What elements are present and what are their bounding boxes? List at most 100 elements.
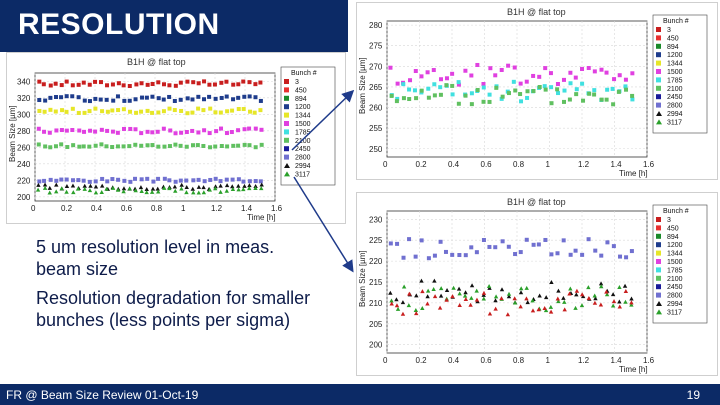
y-tick-label: 260	[17, 143, 31, 152]
data-point	[556, 299, 561, 304]
data-point	[242, 183, 247, 188]
data-point	[586, 237, 591, 242]
legend-box	[652, 204, 708, 324]
data-point	[190, 97, 195, 102]
data-point	[401, 82, 406, 87]
data-point	[88, 183, 93, 188]
legend-marker	[284, 146, 289, 152]
data-point	[156, 96, 161, 101]
data-point	[202, 179, 207, 184]
data-point	[253, 183, 258, 188]
legend-entry-label: 1785	[667, 77, 683, 84]
y-tick-label: 280	[369, 21, 383, 30]
data-point	[133, 176, 138, 181]
data-point	[518, 304, 523, 309]
data-point	[93, 106, 98, 111]
data-point	[37, 79, 42, 84]
legend-marker	[284, 79, 289, 84]
zoom-chart-top: B1H @ flat top 0 0.2 0.4 0.6 0.8 1 1.2 1.4 1.6 250…	[356, 2, 718, 180]
data-point	[37, 108, 42, 113]
data-point	[144, 186, 149, 191]
data-point	[610, 86, 615, 91]
data-point	[173, 188, 178, 193]
legend-marker	[284, 104, 289, 110]
legend-marker	[656, 259, 661, 264]
data-point	[487, 99, 492, 104]
data-point	[450, 92, 455, 97]
data-point	[401, 96, 406, 101]
data-point	[548, 304, 554, 309]
data-point	[105, 109, 110, 114]
data-point	[499, 296, 504, 301]
data-point	[481, 99, 486, 104]
data-point	[104, 97, 109, 102]
legend-entry-label: 1344	[295, 113, 311, 120]
data-point	[213, 184, 218, 189]
data-point	[218, 110, 223, 115]
data-point	[617, 73, 622, 78]
data-point	[456, 80, 461, 85]
data-point	[156, 176, 161, 181]
title-bar	[0, 0, 348, 52]
data-point	[439, 77, 444, 82]
legend-entry-label: 1344	[667, 61, 683, 68]
data-point	[431, 287, 436, 292]
data-point	[54, 95, 59, 100]
data-point	[54, 128, 59, 133]
legend-box	[652, 14, 708, 134]
data-point	[225, 144, 230, 149]
data-point	[110, 145, 115, 150]
data-point	[394, 297, 399, 302]
data-point	[542, 305, 547, 310]
x-tick-label: 1.2	[578, 160, 590, 169]
data-point	[500, 239, 505, 244]
legend-marker	[656, 217, 661, 222]
x-tick-label: 1.6	[643, 356, 655, 365]
data-point	[573, 75, 578, 80]
data-point	[555, 296, 561, 301]
data-point	[580, 252, 585, 257]
data-point	[139, 131, 144, 136]
data-point	[617, 285, 622, 290]
data-point	[172, 184, 178, 189]
data-point	[456, 101, 461, 106]
data-point	[77, 128, 82, 133]
x-tick-label: 1.4	[611, 160, 623, 169]
data-point	[599, 97, 604, 102]
legend-entry-label: 1785	[295, 129, 311, 136]
data-point	[555, 81, 560, 86]
data-point	[519, 99, 524, 104]
data-point	[253, 179, 258, 184]
zoom-chart-top-svg: B1H @ flat top 0 0.2 0.4 0.6 0.8 1 1.2 1.4 1.6 250…	[358, 7, 708, 178]
data-point	[592, 88, 597, 93]
data-point	[481, 82, 486, 87]
data-point	[93, 96, 98, 101]
data-point	[574, 92, 579, 97]
data-point	[549, 252, 554, 257]
data-point	[259, 182, 264, 187]
data-point	[105, 83, 110, 88]
data-point	[231, 97, 236, 102]
y-tick-label: 205	[369, 320, 383, 329]
data-point	[140, 95, 145, 100]
data-point	[231, 143, 236, 148]
data-point	[543, 295, 549, 300]
data-point	[185, 96, 190, 101]
data-point	[82, 129, 87, 134]
data-point	[568, 70, 573, 75]
data-point	[64, 79, 69, 84]
data-point	[110, 82, 115, 87]
data-point	[53, 144, 58, 149]
y-tick-label: 210	[369, 299, 383, 308]
data-point	[121, 83, 126, 88]
legend-marker	[656, 284, 661, 290]
legend-marker	[656, 309, 662, 315]
data-point	[395, 96, 400, 101]
legend-entry-label: 2100	[667, 276, 683, 283]
data-point	[54, 182, 59, 187]
data-point	[431, 68, 436, 73]
data-point	[259, 142, 264, 147]
data-point	[425, 301, 430, 306]
legend-entry-label: 894	[667, 44, 679, 51]
data-point	[150, 130, 155, 135]
